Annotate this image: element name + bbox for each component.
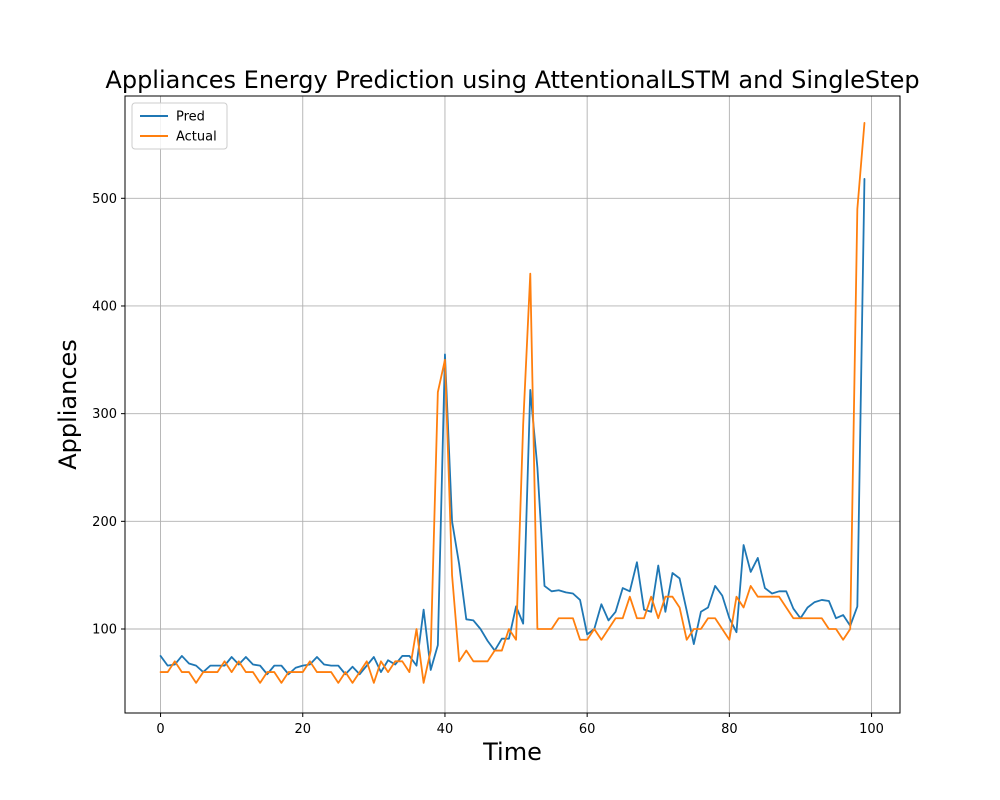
chart-title: Appliances Energy Prediction using Atten… <box>105 66 919 94</box>
y-axis-label: Appliances <box>54 339 82 470</box>
series-line-actual <box>159 122 866 684</box>
y-tick-label: 100 <box>92 623 117 638</box>
legend-box <box>131 102 228 150</box>
axis-ticks: 0 20 40 60 80 100 100 200 300 400 500 <box>92 192 884 737</box>
grid <box>125 96 900 713</box>
x-tick-label: 0 <box>156 722 164 737</box>
x-tick-label: 100 <box>859 722 884 737</box>
series-lines <box>159 122 866 684</box>
y-tick-label: 300 <box>92 407 117 422</box>
x-tick-label: 20 <box>294 722 311 737</box>
x-tick-label: 60 <box>579 722 596 737</box>
x-tick-label: 40 <box>437 722 454 737</box>
x-axis-label: Time <box>482 738 542 766</box>
plot-frame <box>124 95 901 714</box>
x-tick-label: 80 <box>721 722 738 737</box>
y-tick-label: 200 <box>92 515 117 530</box>
legend-label-pred: Pred <box>176 110 205 125</box>
series-line-pred <box>159 178 866 676</box>
legend-label-actual: Actual <box>176 130 217 145</box>
legend: Pred Actual <box>131 102 228 150</box>
y-tick-label: 400 <box>92 299 117 314</box>
y-tick-label: 500 <box>92 192 117 207</box>
